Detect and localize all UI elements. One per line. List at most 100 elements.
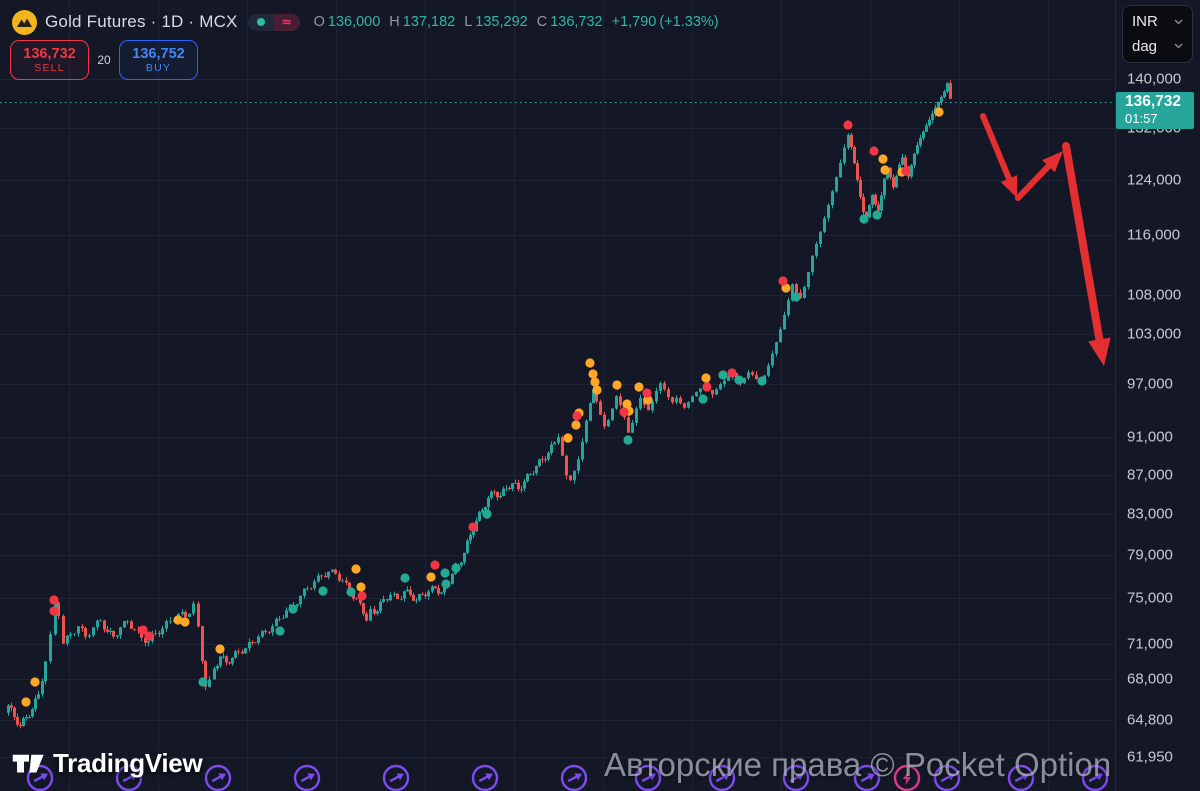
interval-dropdown[interactable]: dag	[1123, 38, 1192, 55]
red-signal-dot	[49, 606, 59, 616]
symbol-title[interactable]: Gold Futures · 1D · MCX	[45, 12, 238, 31]
annotation-arrow-shaft	[980, 113, 1014, 186]
forward-arrow-icon[interactable]	[203, 763, 233, 791]
approx-wrap: ≈	[273, 13, 300, 31]
approx-icon: ≈	[281, 14, 293, 30]
orange-signal-dot	[585, 358, 595, 368]
red-signal-dot	[843, 120, 853, 130]
sell-label: SELL	[34, 61, 65, 74]
bar-countdown: 01:57	[1125, 111, 1158, 126]
teal-signal-dot	[318, 586, 328, 596]
buy-price: 136,752	[132, 45, 185, 62]
teal-signal-dot	[346, 587, 356, 597]
red-signal-dot	[619, 407, 629, 417]
orange-signal-dot	[934, 107, 944, 117]
chevron-down-icon	[1174, 43, 1183, 49]
annotation-arrow-head	[1088, 337, 1111, 366]
teal-signal-dot	[698, 394, 708, 404]
teal-signal-dot	[441, 579, 451, 589]
forward-arrow-icon[interactable]	[781, 763, 811, 791]
forward-arrow-icon[interactable]	[559, 763, 589, 791]
currency-value: INR	[1132, 13, 1158, 31]
forward-arrow-icon[interactable]	[114, 763, 144, 791]
low-value: 135,292	[475, 14, 528, 30]
red-signal-dot	[468, 522, 478, 532]
forward-arrow-icon[interactable]	[1006, 763, 1036, 791]
series-status-toggle[interactable]: ≈	[247, 13, 300, 31]
orange-signal-dot	[426, 572, 436, 582]
teal-signal-dot	[440, 568, 450, 578]
change-pct-value: (+1.33%)	[659, 14, 719, 30]
price-axis[interactable]: 140,000132,000124,000116,000108,000103,0…	[1115, 0, 1200, 791]
teal-signal-dot	[859, 214, 869, 224]
teal-signal-dot	[872, 210, 882, 220]
red-signal-dot	[727, 368, 737, 378]
price-axis-label: 103,000	[1127, 325, 1182, 343]
high-value: 137,182	[402, 14, 456, 30]
orange-signal-dot	[563, 433, 573, 443]
watermark: Авторские права © Pocket Option	[604, 746, 1112, 783]
price-axis-label: 71,000	[1127, 635, 1173, 653]
teal-signal-dot	[451, 563, 461, 573]
annotation-arrow-shaft	[1062, 142, 1105, 349]
status-dot-wrap	[247, 13, 274, 31]
axis-controls: INR dag	[1122, 5, 1193, 63]
price-axis-label: 87,000	[1127, 466, 1173, 484]
ohlc-row: O 136,000 H 137,182 L 135,292 C 136,732 +1,7…	[314, 14, 719, 30]
tradingview-logo[interactable]: TradingView	[12, 748, 203, 779]
orange-signal-dot	[590, 377, 600, 387]
forward-arrow-icon[interactable]	[932, 763, 962, 791]
red-signal-dot	[778, 276, 788, 286]
red-signal-dot	[144, 631, 154, 641]
up-candle-wicks	[8, 81, 948, 727]
forward-arrow-icon[interactable]	[633, 763, 663, 791]
forward-arrow-icon[interactable]	[25, 763, 55, 791]
orange-signal-dot	[781, 283, 791, 293]
forward-arrow-icon[interactable]	[381, 763, 411, 791]
orange-signal-dot	[30, 677, 40, 687]
red-signal-dot	[49, 595, 59, 605]
down-candle-bodies	[10, 83, 952, 726]
chevron-down-icon	[1174, 19, 1183, 25]
close-key: C	[536, 14, 548, 30]
trade-buttons: 136,732 SELL 20 136,752 BUY	[10, 40, 198, 80]
teal-signal-dot	[718, 370, 728, 380]
orange-signal-dot	[880, 165, 890, 175]
red-signal-dot	[430, 560, 440, 570]
sell-button[interactable]: 136,732 SELL	[10, 40, 89, 80]
price-axis-label: 91,000	[1127, 428, 1173, 446]
currency-dropdown[interactable]: INR	[1123, 13, 1192, 30]
boost-icon[interactable]	[892, 763, 922, 791]
orange-signal-dot	[356, 582, 366, 592]
orange-signal-dot	[173, 615, 183, 625]
orange-signal-dot	[643, 395, 653, 405]
price-axis-label: 68,000	[1127, 670, 1173, 688]
orange-signal-dot	[351, 564, 361, 574]
price-axis-label: 64,800	[1127, 711, 1173, 729]
orange-signal-dot	[215, 644, 225, 654]
orange-signal-dot	[701, 373, 711, 383]
forward-arrow-icon[interactable]	[292, 763, 322, 791]
last-price-value: 136,732	[1125, 93, 1182, 110]
status-dot-icon	[256, 18, 265, 26]
change-value: +1,790	[611, 14, 657, 30]
forward-arrow-icon[interactable]	[707, 763, 737, 791]
red-signal-dot	[357, 591, 367, 601]
red-signal-dot	[869, 146, 879, 156]
forward-arrow-icon[interactable]	[852, 763, 882, 791]
forward-arrow-icon[interactable]	[470, 763, 500, 791]
teal-signal-dot	[757, 376, 767, 386]
red-signal-dot	[138, 625, 148, 635]
orange-signal-dot	[634, 382, 644, 392]
buy-button[interactable]: 136,752 BUY	[119, 40, 198, 80]
red-signal-dot	[702, 382, 712, 392]
spread-value: 20	[97, 53, 111, 67]
tradingview-logo-text: TradingView	[53, 748, 203, 778]
teal-signal-dot	[791, 292, 801, 302]
open-value: 136,000	[327, 14, 381, 30]
forward-arrow-icon[interactable]	[1080, 763, 1110, 791]
teal-signal-dot	[623, 435, 633, 445]
